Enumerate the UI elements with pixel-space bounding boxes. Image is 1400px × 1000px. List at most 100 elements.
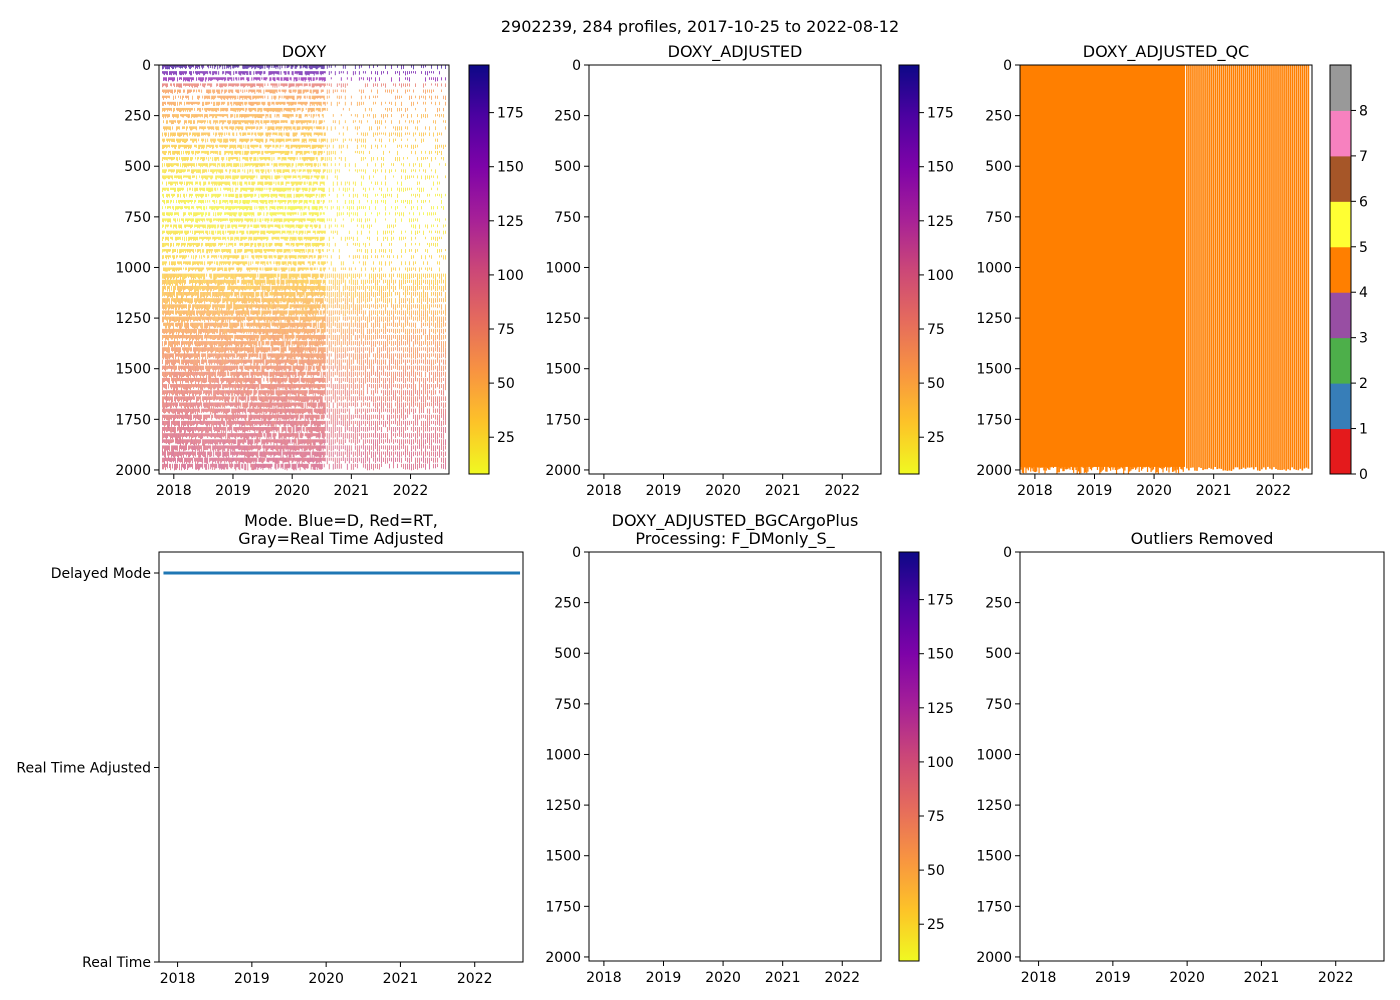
doxy-cell: [184, 212, 185, 216]
doxy-cell: [189, 181, 191, 186]
doxy-cell: [170, 65, 171, 68]
doxy-cell: [201, 445, 203, 452]
doxy-cell: [206, 322, 208, 329]
doxy-cell: [203, 157, 205, 162]
doxy-cell: [235, 298, 237, 303]
doxy-cell: [223, 457, 225, 462]
doxy-cell: [163, 292, 164, 296]
doxy-cell: [166, 420, 167, 425]
doxy-cell: [207, 334, 209, 339]
doxy-cell: [197, 390, 199, 395]
doxy-cell: [214, 414, 216, 418]
doxy-cell: [240, 242, 242, 247]
doxy-cell: [244, 463, 246, 471]
doxy-cell: [180, 65, 181, 69]
doxy-cell: [220, 261, 222, 264]
doxy-cell: [229, 377, 231, 385]
doxy-cell: [200, 114, 202, 118]
doxy-cell: [179, 138, 180, 143]
doxy-cell: [244, 316, 246, 321]
doxy-cell: [243, 310, 245, 315]
doxy-cell: [210, 384, 212, 390]
doxy-cell: [165, 316, 166, 320]
doxy-cell: [171, 396, 172, 403]
doxy-cell: [175, 414, 176, 419]
doxy-cell: [206, 157, 208, 160]
doxy-cell: [222, 322, 224, 326]
doxy-cell: [246, 175, 248, 180]
doxy-cell: [245, 175, 247, 178]
doxy-cell: [203, 230, 205, 235]
doxy-cell: [201, 390, 203, 395]
doxy-cell: [201, 371, 203, 376]
doxy-cell: [234, 285, 236, 290]
doxy-cell: [216, 377, 218, 383]
doxy-cell: [196, 267, 198, 270]
doxy-cell: [182, 414, 183, 420]
doxy-cell: [212, 236, 214, 240]
doxy-cell: [218, 77, 220, 81]
doxy-cell: [225, 273, 227, 278]
doxy-cell: [186, 71, 187, 74]
doxy-cell: [180, 83, 181, 88]
doxy-cell: [185, 285, 186, 290]
doxy-cell: [163, 169, 164, 173]
doxy-cell: [244, 445, 246, 452]
doxy-cell: [171, 138, 172, 142]
doxy-cell: [214, 169, 216, 173]
doxy-cell: [202, 249, 204, 253]
doxy-cell: [176, 359, 177, 363]
doxy-cell: [245, 224, 247, 227]
doxy-cell: [188, 95, 190, 100]
doxy-cell: [174, 365, 175, 372]
doxy-cell: [168, 298, 169, 302]
doxy-cell: [172, 414, 173, 419]
doxy-cell: [190, 242, 192, 247]
doxy-cell: [222, 224, 224, 229]
doxy-cell: [236, 408, 238, 413]
doxy-cell: [166, 157, 167, 161]
doxy-cell: [172, 89, 173, 94]
doxy-cell: [219, 451, 221, 457]
doxy-cell: [203, 414, 205, 421]
doxy-cell: [241, 457, 243, 463]
doxy-cell: [244, 175, 246, 179]
doxy-cell: [227, 322, 229, 327]
doxy-cell: [177, 341, 178, 347]
doxy-cell: [202, 163, 204, 168]
doxy-cell: [164, 371, 165, 378]
doxy-cell: [222, 328, 224, 335]
doxy-cell: [168, 181, 169, 185]
doxy-cell: [182, 445, 183, 450]
doxy-cell: [238, 292, 240, 298]
doxy-cell: [225, 107, 227, 112]
doxy-cell: [222, 95, 224, 99]
doxy-cell: [215, 433, 217, 439]
doxy-cell: [193, 279, 195, 284]
doxy-cell: [248, 224, 250, 228]
doxy-cell: [227, 138, 229, 143]
doxy-cell: [162, 101, 163, 106]
doxy-cell: [248, 89, 250, 93]
doxy-cell: [233, 279, 235, 285]
doxy-cell: [185, 328, 186, 334]
doxy-cell: [236, 132, 238, 136]
doxy-cell: [188, 347, 190, 353]
doxy-cell: [184, 377, 185, 381]
doxy-cell: [199, 427, 201, 432]
doxy-cell: [221, 77, 223, 81]
doxy-cell: [178, 457, 179, 462]
doxy-cell: [238, 341, 240, 348]
doxy-cell: [195, 439, 197, 445]
doxy-cell: [183, 138, 184, 143]
doxy-cell: [236, 206, 238, 210]
doxy-cell: [167, 101, 168, 105]
doxy-cell: [193, 89, 195, 93]
doxy-cell: [213, 371, 215, 376]
doxy-cell: [208, 150, 210, 155]
doxy-cell: [216, 89, 218, 93]
doxy-cell: [173, 261, 174, 265]
doxy-cell: [189, 316, 191, 320]
doxy-cell: [247, 187, 249, 190]
doxy-cell: [210, 322, 212, 327]
